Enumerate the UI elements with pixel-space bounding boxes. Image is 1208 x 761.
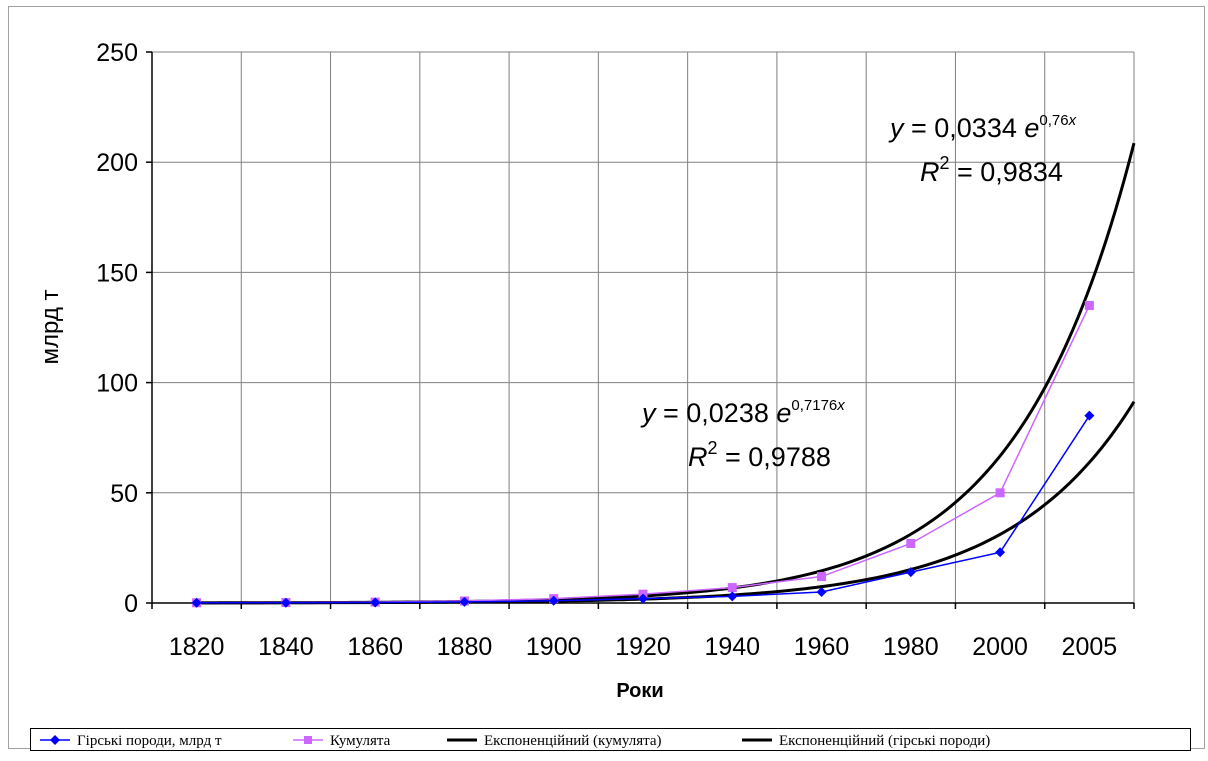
trendline-equation-rocks: y = 0,0238 e0,7176x R2 = 0,9788 xyxy=(640,397,845,472)
y-tick-label: 250 xyxy=(96,39,138,67)
equation-y: y xyxy=(640,398,657,428)
r-squared-value: = 0,9788 xyxy=(718,442,831,472)
x-tick-labels: 1820 1840 1860 1880 1900 1920 1940 1960 1980 2000… xyxy=(169,633,1117,661)
equation-text: y = 0,0238 e0,7176x xyxy=(640,397,845,428)
equation-text: y = 0,0334 e0,76x xyxy=(888,112,1077,143)
legend-label-cumulative: Кумулята xyxy=(330,733,391,749)
legend-label-exp-cumulative: Експоненційний (кумулята) xyxy=(484,733,662,749)
data-point-rocks xyxy=(638,593,648,604)
legend: Гірські породи, млрд т Кумулята Експонен… xyxy=(30,728,1191,751)
x-tick-label: 1900 xyxy=(526,633,582,661)
trendline-equation-cumulative: y = 0,0334 e0,76x R2 = 0,9834 xyxy=(888,112,1077,187)
data-point-cumulative xyxy=(727,583,737,593)
r-symbol: R xyxy=(920,157,940,187)
grid xyxy=(152,51,1135,603)
y-axis-title: млрд т xyxy=(37,290,64,365)
x-tick-label: 2005 xyxy=(1062,633,1118,661)
x-tick-label: 2000 xyxy=(972,633,1028,661)
equation-e: e xyxy=(776,398,791,428)
r-squared-value: = 0,9834 xyxy=(950,157,1063,187)
x-tick-label: 1840 xyxy=(258,633,314,661)
data-point-rocks xyxy=(280,597,291,608)
r-squared-text: R2 = 0,9834 xyxy=(920,153,1063,187)
equation-y: y xyxy=(888,113,905,143)
r-superscript: 2 xyxy=(708,438,718,458)
x-tick-label: 1940 xyxy=(704,633,760,661)
x-tick-label: 1820 xyxy=(169,633,225,661)
x-tick-label: 1880 xyxy=(437,633,493,661)
data-point-rocks xyxy=(191,597,202,608)
legend-item-cumulative: Кумулята xyxy=(293,733,391,749)
x-tick-label: 1860 xyxy=(347,633,403,661)
y-tick-label: 200 xyxy=(96,149,138,177)
data-point-rocks xyxy=(459,596,470,607)
x-axis-title: Роки xyxy=(616,680,663,702)
legend-item-exp-cumulative: Експоненційний (кумулята) xyxy=(447,733,662,749)
equation-body: = 0,0334 xyxy=(904,113,1025,143)
legend-marker-square xyxy=(304,736,312,744)
legend-label-rocks: Гірські породи, млрд т xyxy=(77,733,222,749)
legend-label-exp-rocks: Експоненційний (гірські породи) xyxy=(779,733,990,749)
legend-box xyxy=(30,728,1191,751)
y-tick-label: 50 xyxy=(110,480,138,508)
y-tick-labels: 0 50 100 150 200 250 xyxy=(96,39,138,618)
chart-frame xyxy=(8,6,1205,749)
equation-exponent-var: x xyxy=(836,397,845,414)
data-point-rocks xyxy=(905,567,916,578)
data-point-rocks xyxy=(816,586,827,597)
r-symbol: R xyxy=(688,442,708,472)
equation-exponent: 0,76 xyxy=(1039,112,1068,129)
data-point-cumulative xyxy=(817,572,827,582)
data-point-rocks xyxy=(370,597,381,608)
data-point-rocks xyxy=(995,547,1006,558)
r-superscript: 2 xyxy=(940,153,950,173)
x-tick-label: 1920 xyxy=(615,633,671,661)
data-point-cumulative xyxy=(1084,300,1094,310)
x-tick-label: 1960 xyxy=(794,633,850,661)
legend-marker-diamond xyxy=(50,735,60,745)
data-series xyxy=(191,300,1095,608)
legend-item-exp-rocks: Експоненційний (гірські породи) xyxy=(742,733,990,749)
data-point-rocks xyxy=(1084,410,1095,421)
y-tick-label: 100 xyxy=(96,370,138,398)
data-point-rocks xyxy=(727,591,738,602)
data-point-cumulative xyxy=(995,488,1005,498)
y-tick-label: 0 xyxy=(124,590,138,618)
x-tick-label: 1980 xyxy=(883,633,939,661)
r-squared-text: R2 = 0,9788 xyxy=(688,438,831,472)
data-point-rocks xyxy=(548,595,559,606)
equation-exponent: 0,7176 xyxy=(791,397,837,414)
legend-item-rocks: Гірські породи, млрд т xyxy=(40,733,222,749)
equation-exponent-var: x xyxy=(1068,112,1077,129)
y-tick-label: 150 xyxy=(96,259,138,287)
equation-body: = 0,0238 xyxy=(656,398,777,428)
data-point-cumulative xyxy=(906,538,916,548)
equation-e: e xyxy=(1024,113,1039,143)
